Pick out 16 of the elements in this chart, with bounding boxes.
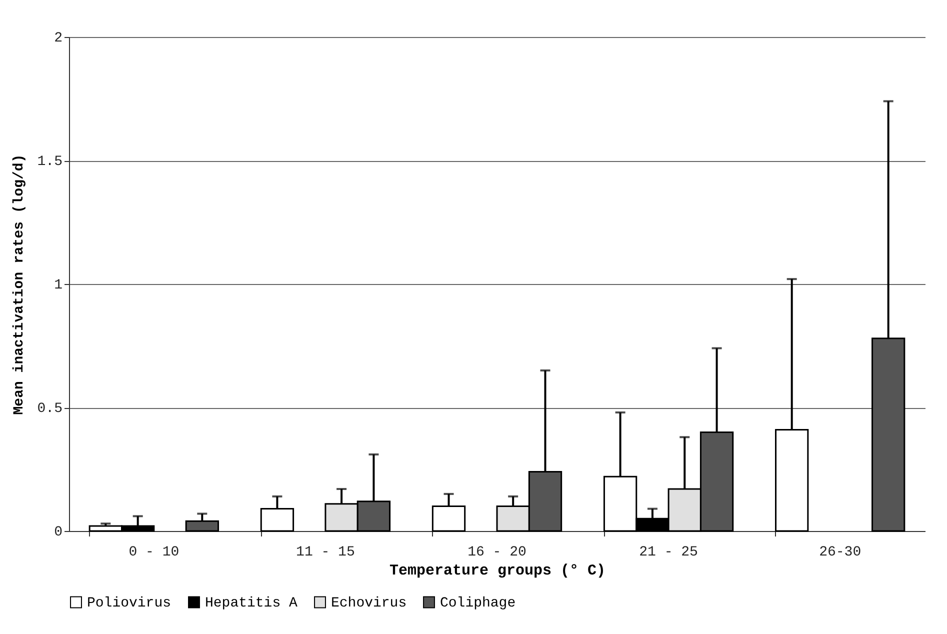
x-axis-title: Temperature groups (° C) (389, 562, 606, 580)
legend-label: Echovirus (331, 595, 407, 612)
x-tick-label: 26-30 (819, 544, 862, 560)
y-tick-label: 0.5 (37, 401, 62, 417)
y-tick-label: 1 (54, 278, 62, 294)
legend-label: Poliovirus (87, 595, 172, 612)
y-axis-title: Mean inactivation rates (log/d) (11, 154, 28, 415)
legend-label: Hepatitis A (205, 595, 298, 612)
x-tick-label: 11 - 15 (296, 544, 355, 560)
y-tick-label: 1.5 (37, 154, 62, 170)
y-tick-label: 0 (54, 524, 62, 540)
legend-label: Coliphage (440, 595, 516, 612)
x-tick-label: 21 - 25 (639, 544, 698, 560)
y-tick-label: 2 (54, 30, 62, 46)
x-tick-label: 0 - 10 (128, 544, 180, 560)
x-tick-label: 16 - 20 (468, 544, 526, 560)
